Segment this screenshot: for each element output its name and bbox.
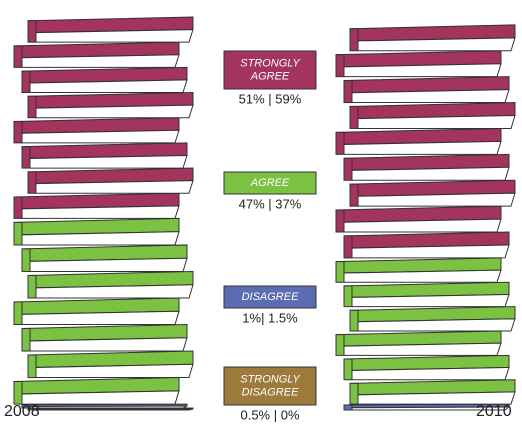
- book-spine: [335, 261, 345, 283]
- book-spine: [335, 334, 345, 356]
- value-label: 0.5% | 0%: [240, 407, 299, 422]
- book-spine: [343, 358, 353, 381]
- book-spine: [13, 381, 23, 405]
- category-box: [223, 171, 317, 195]
- book-segment: [335, 24, 516, 259]
- book-spine: [13, 120, 23, 144]
- category-label: AGREE: [250, 177, 290, 189]
- book-spine: [343, 157, 353, 181]
- book-segment: [21, 403, 188, 409]
- book-pages: [29, 405, 188, 409]
- book-spine: [349, 28, 359, 52]
- book-spine: [27, 20, 37, 43]
- book-spine: [27, 274, 37, 299]
- book-spine: [343, 285, 353, 308]
- book-spine: [349, 382, 359, 405]
- book-spine: [349, 105, 359, 129]
- book-spine: [349, 183, 359, 207]
- category-box: [223, 366, 317, 406]
- book-spine: [21, 70, 31, 94]
- book-spine: [13, 301, 23, 326]
- book-segment: [13, 217, 194, 405]
- book-spine: [21, 248, 31, 272]
- book-pages: [35, 408, 194, 411]
- book-spine: [13, 196, 23, 219]
- category-label: DISAGREE: [242, 291, 300, 303]
- value-label: 51% | 59%: [239, 91, 302, 106]
- book-spine: [21, 404, 31, 409]
- category-label: STRONGLY DISAGREE: [240, 373, 300, 398]
- book-spine: [335, 131, 345, 155]
- book-spine: [21, 327, 31, 352]
- book-segment: [343, 403, 511, 411]
- value-label: 1%| 1.5%: [242, 310, 298, 325]
- book-segment: [13, 16, 194, 219]
- book-spine: [21, 146, 31, 169]
- book-spine: [27, 95, 37, 119]
- book-spine: [349, 309, 359, 332]
- book-spine: [335, 54, 345, 78]
- book-spine: [343, 404, 353, 411]
- category-box: [223, 285, 317, 309]
- year-label: 2008: [4, 403, 40, 420]
- book-spine: [335, 209, 345, 233]
- value-label: 47% | 37%: [239, 196, 302, 211]
- book-spine: [343, 80, 353, 104]
- book-spine: [13, 221, 23, 246]
- book-spine: [27, 171, 37, 194]
- year-label: 2010: [476, 403, 512, 420]
- book-spine: [27, 354, 37, 379]
- book-spine: [343, 235, 353, 259]
- book-segment: [335, 257, 516, 405]
- book-spine: [13, 45, 23, 68]
- category-box: [223, 50, 317, 90]
- category-label: STRONGLY AGREE: [240, 57, 300, 82]
